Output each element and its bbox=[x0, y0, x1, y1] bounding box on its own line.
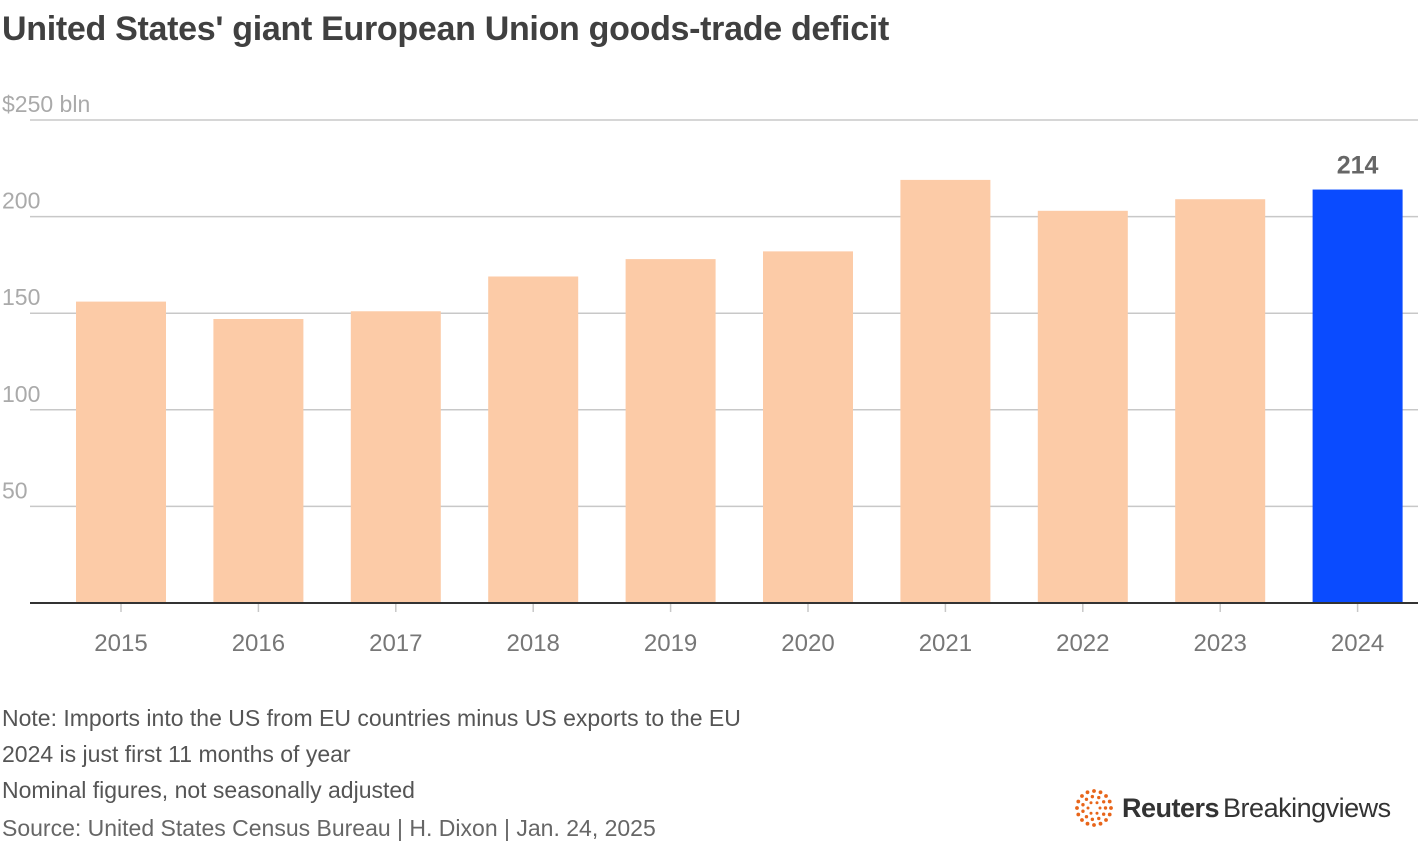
logo-dot bbox=[1098, 790, 1103, 795]
x-tick-label: 2023 bbox=[1194, 630, 1247, 657]
y-tick-label: 100 bbox=[2, 381, 40, 407]
logo-dot bbox=[1076, 812, 1081, 817]
labels: 50 100 150 200 $250 bln 2015 2016 2017 2018 2019 2… bbox=[2, 91, 1384, 657]
bar bbox=[1037, 210, 1128, 603]
y-tick-label: 200 bbox=[2, 188, 40, 214]
logo-dot bbox=[1090, 794, 1095, 799]
logo-dot bbox=[1076, 799, 1081, 804]
logo-dot bbox=[1109, 806, 1113, 810]
logo-dot bbox=[1081, 803, 1085, 807]
bar bbox=[488, 276, 579, 603]
x-tick-label: 2017 bbox=[369, 630, 422, 657]
logo-dot bbox=[1089, 801, 1093, 805]
bars bbox=[76, 179, 1403, 603]
y-tick-label: $250 bln bbox=[2, 91, 90, 117]
logo-dot bbox=[1081, 809, 1085, 813]
brand-sub: Breakingviews bbox=[1223, 792, 1391, 823]
logo-dot bbox=[1104, 818, 1108, 822]
bar-chart: 50 100 150 200 $250 bln 2015 2016 2017 2018 2019 2… bbox=[2, 91, 1418, 657]
logo-dot bbox=[1084, 814, 1089, 819]
bar bbox=[625, 259, 716, 603]
x-tick-label: 2024 bbox=[1331, 630, 1384, 657]
bar bbox=[1312, 189, 1403, 603]
logo-dot bbox=[1098, 806, 1102, 810]
logo-dot bbox=[1095, 801, 1099, 805]
note-line: 2024 is just first 11 months of year bbox=[2, 741, 351, 767]
bar bbox=[763, 251, 853, 603]
logo-dot bbox=[1085, 790, 1090, 795]
brand-name: Reuters bbox=[1122, 792, 1220, 823]
x-tick-label: 2021 bbox=[919, 630, 972, 657]
logo-dot bbox=[1098, 821, 1103, 826]
logo-dot bbox=[1095, 811, 1099, 815]
logo-dot bbox=[1101, 812, 1106, 816]
y-tick-label: 50 bbox=[2, 477, 28, 503]
bar bbox=[213, 318, 304, 603]
x-tick-label: 2016 bbox=[232, 630, 285, 657]
bar bbox=[1175, 199, 1266, 603]
reuters-dots-logo-icon bbox=[1075, 789, 1113, 827]
logo-dot bbox=[1107, 812, 1112, 817]
chart-title: United States' giant European Union good… bbox=[2, 10, 889, 48]
bar bbox=[350, 311, 441, 603]
x-axis bbox=[30, 602, 1418, 612]
logo-dot bbox=[1090, 817, 1095, 822]
brand-logo: Reuters Breakingviews bbox=[1074, 788, 1391, 828]
logo-dot bbox=[1092, 789, 1096, 793]
logo-dot bbox=[1097, 795, 1101, 800]
bar bbox=[76, 301, 166, 603]
note-line: Note: Imports into the US from EU countr… bbox=[2, 705, 741, 731]
logo-dot bbox=[1092, 823, 1096, 827]
logo-dot bbox=[1084, 797, 1089, 802]
bar bbox=[900, 179, 991, 603]
logo-dot bbox=[1085, 821, 1090, 826]
x-tick-label: 2022 bbox=[1056, 630, 1109, 657]
logo-dot bbox=[1080, 818, 1084, 822]
logo-dot bbox=[1107, 799, 1112, 804]
note-line: Nominal figures, not seasonally adjusted bbox=[2, 777, 415, 803]
logo-dot bbox=[1075, 806, 1079, 810]
logo-dot bbox=[1104, 794, 1108, 798]
logo-dot bbox=[1080, 794, 1084, 798]
logo-dot bbox=[1097, 816, 1101, 821]
logo-dot bbox=[1103, 806, 1108, 810]
source-line: Source: United States Census Bureau | H.… bbox=[2, 815, 656, 841]
logo-dot bbox=[1101, 800, 1106, 804]
logo-dot bbox=[1089, 811, 1093, 815]
x-tick-label: 2018 bbox=[507, 630, 560, 657]
x-tick-label: 2020 bbox=[781, 630, 834, 657]
x-tick-label: 2015 bbox=[94, 630, 147, 657]
logo-dot bbox=[1086, 806, 1090, 810]
x-tick-label: 2019 bbox=[644, 630, 697, 657]
data-label: 214 bbox=[1337, 152, 1379, 180]
y-tick-label: 150 bbox=[2, 284, 40, 310]
chart-notes: Note: Imports into the US from EU countr… bbox=[2, 700, 741, 808]
